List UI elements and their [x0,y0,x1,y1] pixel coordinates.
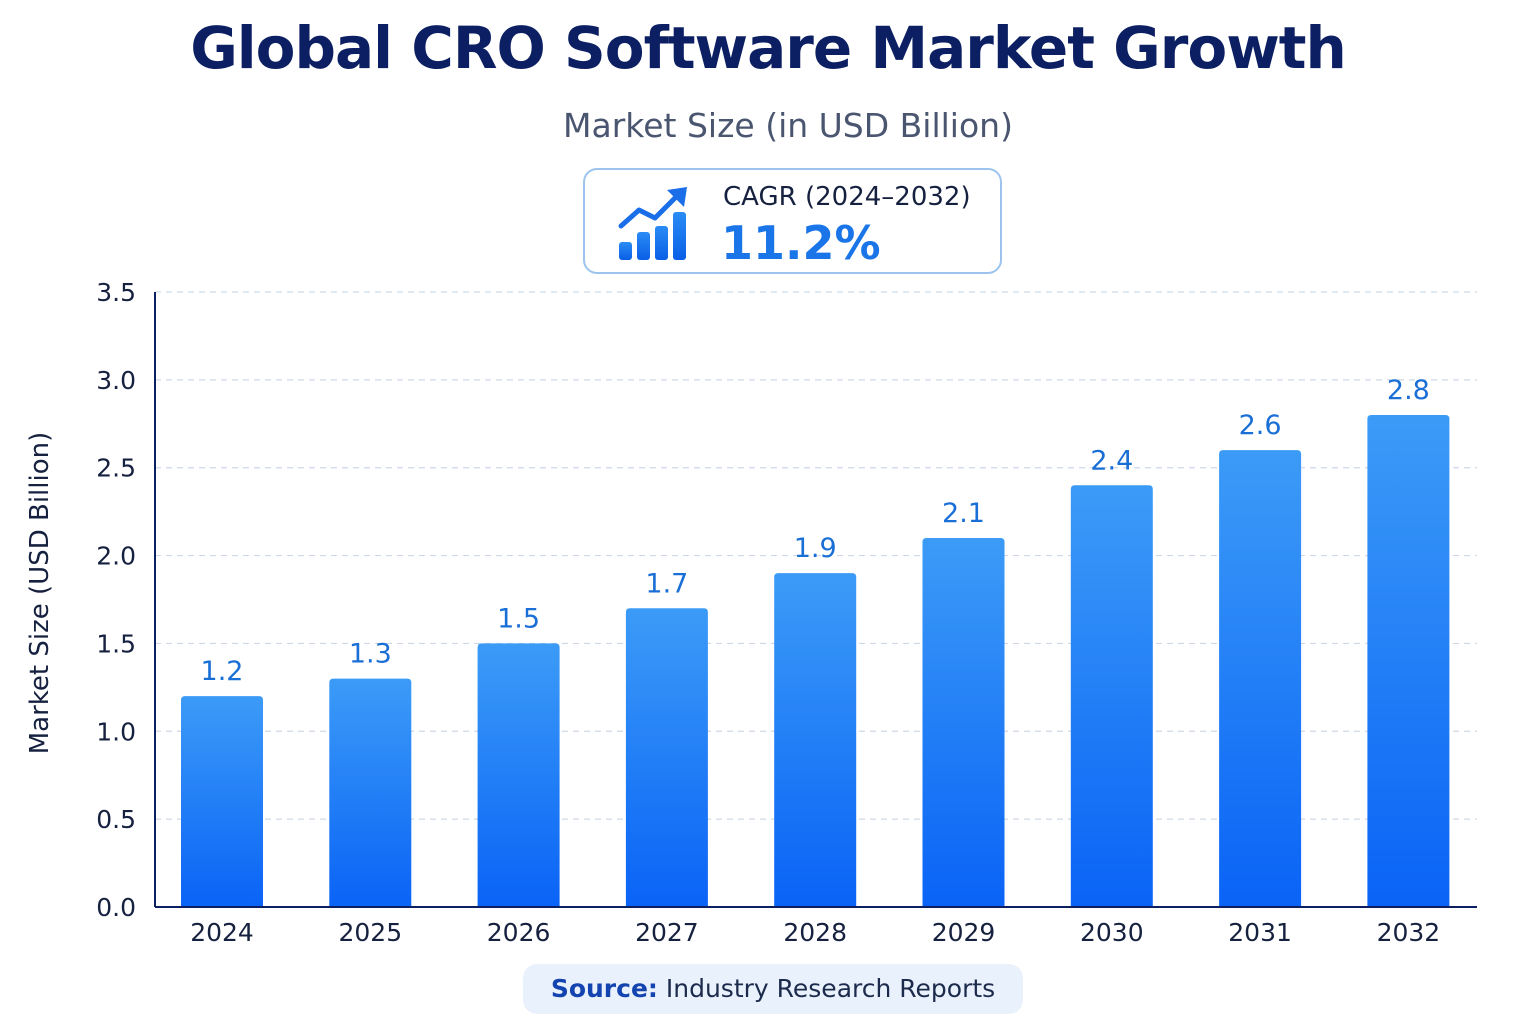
cagr-card: CAGR (2024–2032) 11.2% [583,168,1002,274]
page-title: Global CRO Software Market Growth [190,14,1347,82]
labels: 0.0 0.5 1.0 1.5 2.0 2.5 3.0 3.5 1.2 2024 1.3 2025 1.… [96,278,1440,947]
y-tick-label: 1.5 [96,629,136,658]
x-tick-label: 2026 [487,918,551,947]
cagr-value: 11.2% [721,216,881,270]
source-text: Industry Research Reports [665,974,996,1003]
source-badge: Source: Industry Research Reports [523,964,1023,1014]
x-tick-label: 2024 [190,918,254,947]
data-label: 1.3 [349,639,392,670]
source-label: Source: [550,974,658,1003]
bar-2030 [1070,485,1153,907]
x-tick-label: 2027 [635,918,699,947]
page-subtitle: Market Size (in USD Billion) [563,106,1013,145]
y-axis-label: Market Size (USD Billion) [25,432,55,755]
data-label: 1.2 [201,656,244,687]
y-tick-label: 3.5 [96,278,136,307]
x-tick-label: 2025 [338,918,402,947]
bar-2028 [774,573,857,907]
bar-2026 [477,643,560,907]
bar-2032 [1367,415,1450,907]
data-label: 1.9 [794,533,837,564]
cagr-label: CAGR (2024–2032) [723,182,971,212]
y-tick-label: 1.0 [96,717,136,746]
x-tick-label: 2028 [783,918,847,947]
bar-2024 [181,696,263,907]
y-tick-label: 0.5 [96,805,136,834]
data-label: 2.1 [942,498,985,529]
data-label: 1.7 [645,568,688,599]
x-tick-label: 2031 [1228,918,1292,947]
x-tick-label: 2029 [932,918,996,947]
y-tick-label: 2.0 [96,542,136,571]
data-label: 1.5 [497,603,540,634]
bar-2029 [922,538,1005,907]
data-label: 2.6 [1239,410,1282,441]
data-label: 2.8 [1387,375,1430,406]
y-tick-label: 3.0 [96,366,136,395]
y-tick-label: 0.0 [96,893,136,922]
growth-chart-icon [618,187,687,260]
bars [181,415,1450,907]
y-tick-label: 2.5 [96,454,136,483]
axes [154,292,1477,908]
bar-2027 [625,608,708,907]
x-tick-label: 2030 [1080,918,1144,947]
data-label: 2.4 [1090,445,1133,476]
bar-2031 [1219,450,1302,907]
x-tick-label: 2032 [1377,918,1441,947]
bar-2025 [329,678,412,907]
